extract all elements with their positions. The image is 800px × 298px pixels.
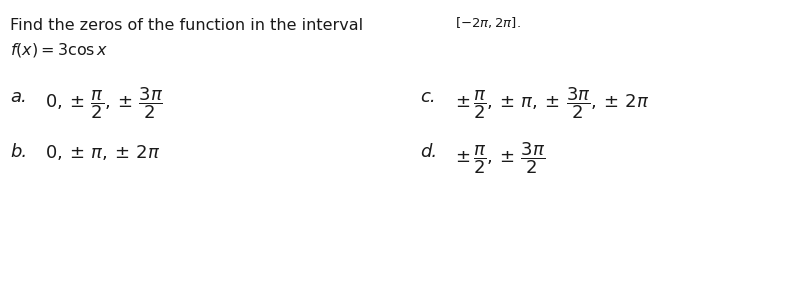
Text: $0,\pm\,\dfrac{\pi}{2},\pm\,\dfrac{3\pi}{2}$: $0,\pm\,\dfrac{\pi}{2},\pm\,\dfrac{3\pi}…	[45, 85, 163, 121]
Text: a.: a.	[10, 88, 26, 106]
Text: c.: c.	[420, 88, 436, 106]
Text: $[-2\pi, 2\pi]$.: $[-2\pi, 2\pi]$.	[455, 15, 521, 30]
Text: $f(x) = 3\cos x$: $f(x) = 3\cos x$	[10, 41, 109, 59]
Text: $\pm\,\dfrac{\pi}{2},\pm\,\dfrac{3\pi}{2}$: $\pm\,\dfrac{\pi}{2},\pm\,\dfrac{3\pi}{2…	[455, 140, 546, 176]
Text: Find the zeros of the function in the interval: Find the zeros of the function in the in…	[10, 18, 368, 33]
Text: $0,\pm\,\pi,\pm\,2\pi$: $0,\pm\,\pi,\pm\,2\pi$	[45, 143, 160, 162]
Text: $\pm\,\dfrac{\pi}{2},\pm\,\pi,\pm\,\dfrac{3\pi}{2},\pm\,2\pi$: $\pm\,\dfrac{\pi}{2},\pm\,\pi,\pm\,\dfra…	[455, 85, 650, 121]
Text: b.: b.	[10, 143, 27, 161]
Text: d.: d.	[420, 143, 437, 161]
